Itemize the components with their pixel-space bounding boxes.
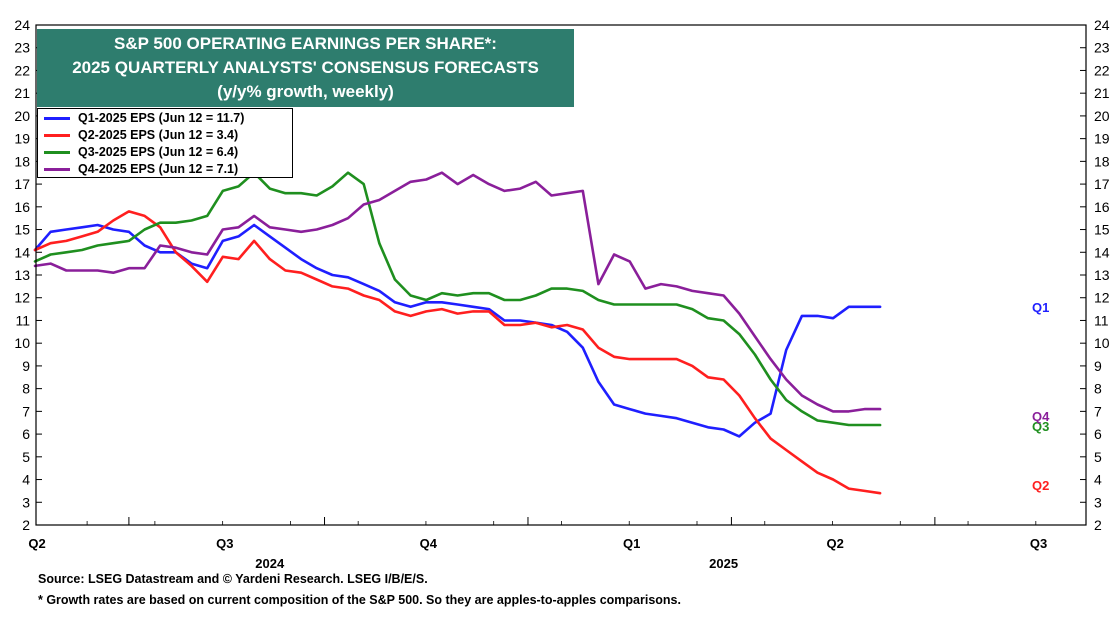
y-tick-label-right: 15 (1094, 222, 1110, 238)
y-tick-label-right: 7 (1094, 403, 1102, 419)
legend-label-q4: Q4-2025 EPS (Jun 12 = 7.1) (78, 162, 239, 176)
chart-title: S&P 500 OPERATING EARNINGS PER SHARE*: 2… (37, 29, 574, 107)
y-tick-label-left: 8 (22, 381, 30, 397)
legend-item-q4: Q4-2025 EPS (Jun 12 = 7.1) (44, 161, 238, 177)
legend-label-q3: Q3-2025 EPS (Jun 12 = 6.4) (78, 145, 239, 159)
y-tick-label-right: 9 (1094, 358, 1102, 374)
y-tick-label-left: 3 (22, 494, 30, 510)
y-tick-label-right: 17 (1094, 176, 1110, 192)
y-tick-label-left: 5 (22, 449, 30, 465)
y-tick-label-right: 22 (1094, 62, 1110, 78)
y-tick-label-right: 11 (1094, 312, 1109, 328)
y-tick-label-left: 15 (14, 222, 30, 238)
y-tick-label-right: 23 (1094, 40, 1110, 56)
y-tick-label-left: 16 (14, 199, 30, 215)
y-tick-label-right: 19 (1094, 131, 1110, 147)
y-tick-label-right: 20 (1094, 108, 1110, 124)
y-tick-label-left: 24 (14, 17, 30, 33)
y-tick-label-left: 20 (14, 108, 30, 124)
y-tick-label-left: 10 (14, 335, 30, 351)
y-tick-label-left: 14 (14, 244, 30, 260)
y-tick-label-right: 14 (1094, 244, 1110, 260)
legend-swatch-q3 (44, 150, 70, 154)
y-tick-label-right: 6 (1094, 426, 1102, 442)
legend-label-q2: Q2-2025 EPS (Jun 12 = 3.4) (78, 128, 239, 142)
title-line-2: 2025 QUARTERLY ANALYSTS' CONSENSUS FOREC… (72, 58, 539, 77)
x-year-label: 2025 (709, 556, 738, 571)
legend: Q1-2025 EPS (Jun 12 = 11.7) Q2-2025 EPS … (37, 108, 293, 178)
x-quarter-label: Q2 (28, 536, 45, 551)
y-tick-label-left: 4 (22, 472, 30, 488)
legend-swatch-q1 (44, 116, 70, 120)
y-tick-label-left: 2 (22, 517, 30, 533)
y-tick-label-right: 24 (1094, 17, 1110, 33)
y-tick-label-left: 21 (14, 85, 30, 101)
y-tick-label-right: 5 (1094, 449, 1102, 465)
y-tick-label-right: 2 (1094, 517, 1102, 533)
source-note: Source: LSEG Datastream and © Yardeni Re… (38, 572, 428, 586)
end-label-q3: Q3 (1032, 419, 1049, 434)
y-tick-label-right: 13 (1094, 267, 1110, 283)
x-quarter-label: Q4 (420, 536, 438, 551)
legend-item-q3: Q3-2025 EPS (Jun 12 = 6.4) (44, 144, 238, 160)
x-quarter-label: Q1 (623, 536, 640, 551)
y-tick-label-left: 19 (14, 131, 30, 147)
y-tick-label-left: 7 (22, 403, 30, 419)
title-line-1: S&P 500 OPERATING EARNINGS PER SHARE*: (114, 34, 497, 53)
series-line-q2 (33, 210, 882, 495)
x-quarter-label: Q2 (826, 536, 843, 551)
y-tick-label-right: 18 (1094, 153, 1110, 169)
x-quarter-label: Q3 (1030, 536, 1047, 551)
series-layer (33, 171, 882, 495)
series-line-q3 (33, 171, 882, 427)
y-tick-label-left: 9 (22, 358, 30, 374)
y-tick-label-left: 18 (14, 153, 30, 169)
title-line-3: (y/y% growth, weekly) (217, 82, 394, 101)
y-tick-label-right: 4 (1094, 472, 1102, 488)
plot-frame (35, 24, 1087, 526)
legend-item-q1: Q1-2025 EPS (Jun 12 = 11.7) (44, 110, 244, 126)
y-tick-label-right: 21 (1094, 85, 1110, 101)
y-tick-label-left: 11 (15, 312, 30, 328)
y-tick-label-right: 16 (1094, 199, 1110, 215)
y-tick-label-right: 10 (1094, 335, 1110, 351)
legend-swatch-q4 (44, 167, 70, 171)
end-label-q1: Q1 (1032, 300, 1049, 315)
composition-note: * Growth rates are based on current comp… (38, 593, 681, 607)
x-year-label: 2024 (255, 556, 285, 571)
y-tick-label-left: 13 (14, 267, 30, 283)
y-tick-label-right: 8 (1094, 381, 1102, 397)
end-label-q4: Q4 (1032, 409, 1050, 424)
end-label-q2: Q2 (1032, 478, 1049, 493)
y-tick-label-right: 12 (1094, 290, 1110, 306)
y-tick-label-left: 6 (22, 426, 30, 442)
y-tick-label-left: 23 (14, 40, 30, 56)
legend-label-q1: Q1-2025 EPS (Jun 12 = 11.7) (78, 111, 245, 125)
legend-swatch-q2 (44, 133, 70, 137)
x-quarter-label: Q3 (216, 536, 233, 551)
y-tick-label-left: 17 (14, 176, 30, 192)
y-tick-label-right: 3 (1094, 494, 1102, 510)
legend-item-q2: Q2-2025 EPS (Jun 12 = 3.4) (44, 127, 238, 143)
y-tick-label-left: 12 (14, 290, 30, 306)
series-line-q4 (33, 171, 882, 413)
y-tick-label-left: 22 (14, 62, 30, 78)
